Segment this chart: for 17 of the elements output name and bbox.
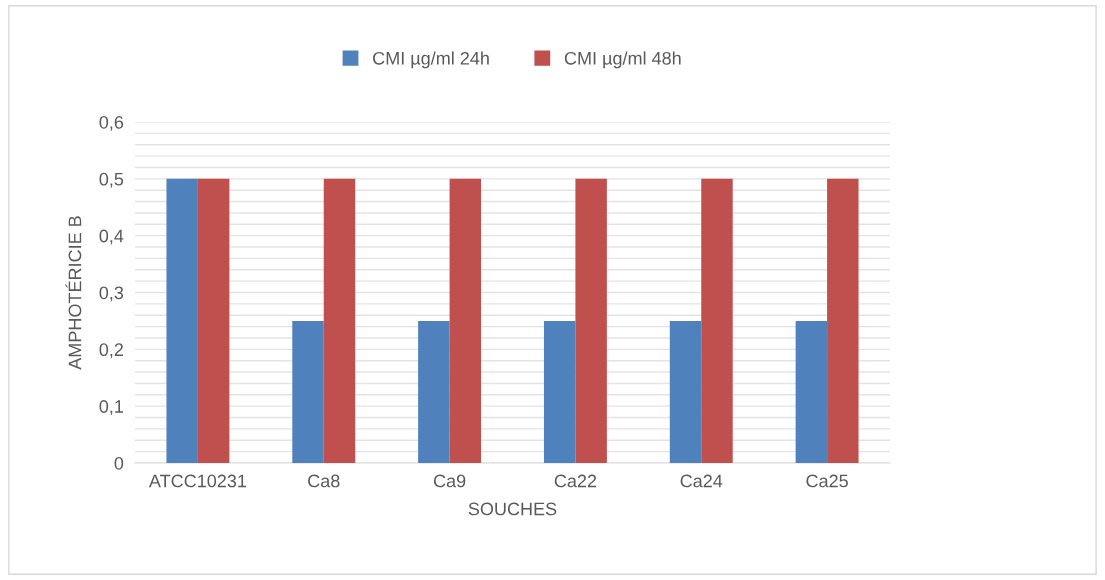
x-tick-label: Ca8: [308, 474, 340, 488]
y-tick-label: 0: [114, 456, 124, 470]
x-tick-label: Ca9: [433, 474, 466, 488]
y-tick-label: 0,5: [99, 172, 124, 188]
x-tick-label: Ca22: [554, 474, 597, 488]
x-axis-title: SOUCHES: [468, 502, 557, 516]
x-tick-label: Ca24: [680, 474, 723, 488]
legend-label: CMI µg/ml 48h: [564, 51, 681, 69]
y-tick-label: 0,3: [99, 286, 124, 302]
y-tick-label: 0,1: [99, 400, 124, 416]
y-tick-label: 0,4: [99, 229, 124, 245]
legend-label: CMI µg/ml 24h: [373, 51, 489, 69]
y-tick-label: 0,6: [99, 115, 124, 131]
x-tick-label: ATCC10231: [148, 474, 247, 488]
y-tick-label: 0,2: [99, 343, 123, 359]
x-tick-label: Ca25: [806, 474, 848, 488]
y-axis-title: AMPHOTÉRICIE B: [65, 216, 82, 370]
